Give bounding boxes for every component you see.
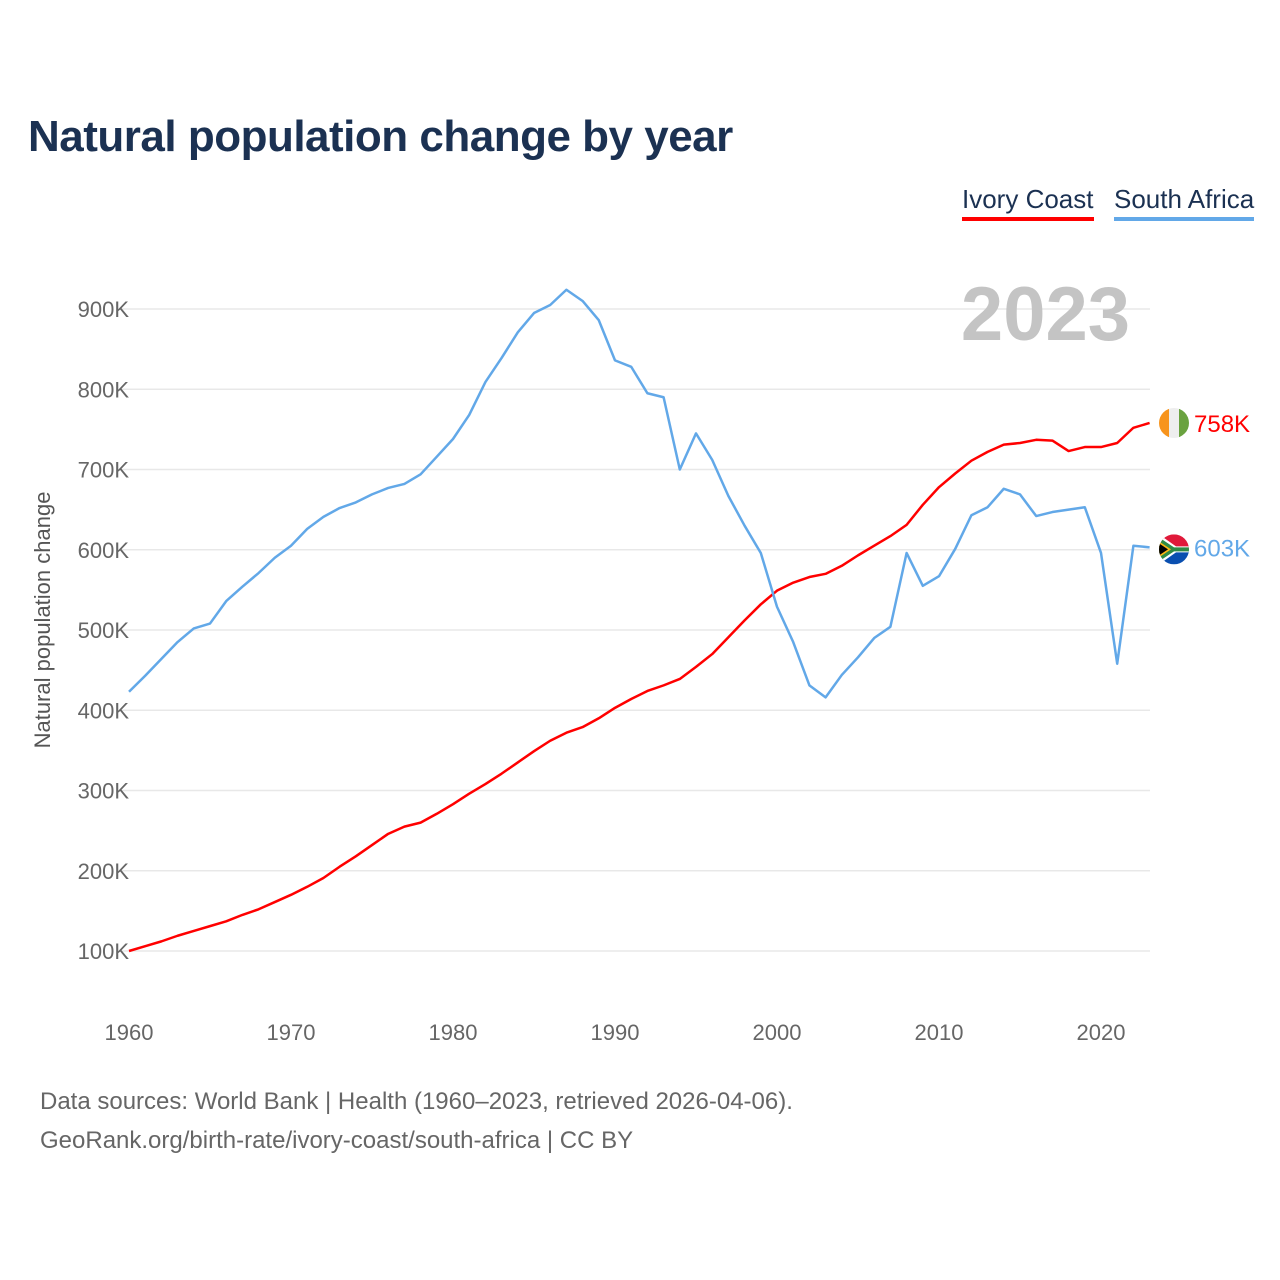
ivory-coast-flag-icon <box>1159 407 1189 438</box>
south-africa-flag-icon <box>1159 534 1189 565</box>
y-tick-label: 700K <box>78 458 130 483</box>
x-tick-label: 1980 <box>429 1020 478 1045</box>
y-tick-label: 300K <box>78 779 130 804</box>
legend-south-africa[interactable]: South Africa <box>1114 184 1255 221</box>
y-tick-label: 800K <box>78 377 130 402</box>
footer-link[interactable]: GeoRank.org/birth-rate/ivory-coast/south… <box>40 1127 634 1154</box>
y-tick-label: 100K <box>78 939 130 964</box>
x-tick-label: 1960 <box>105 1020 154 1045</box>
y-tick-label: 400K <box>78 698 130 723</box>
y-tick-label: 600K <box>78 538 130 563</box>
y-tick-label: 500K <box>78 618 130 643</box>
y-tick-label: 900K <box>78 297 130 322</box>
y-axis-label: Natural population change <box>30 492 55 749</box>
x-tick-label: 1990 <box>591 1020 640 1045</box>
footer-sources: Data sources: World Bank | Health (1960–… <box>40 1088 793 1115</box>
y-tick-label: 200K <box>78 859 130 884</box>
x-tick-label: 2010 <box>915 1020 964 1045</box>
x-tick-label: 2020 <box>1077 1020 1126 1045</box>
series-line-ivory-coast <box>128 421 1150 953</box>
year-watermark: 2023 <box>961 272 1130 357</box>
series-line-south-africa <box>128 288 1150 699</box>
legend-ivory-coast[interactable]: Ivory Coast <box>962 184 1094 221</box>
x-tick-label: 1970 <box>267 1020 316 1045</box>
x-tick-label: 2000 <box>753 1020 802 1045</box>
ivory-coast-end-label: 758K <box>1194 411 1250 438</box>
chart-title: Natural population change by year <box>28 112 733 161</box>
south-africa-end-label: 603K <box>1194 535 1250 562</box>
